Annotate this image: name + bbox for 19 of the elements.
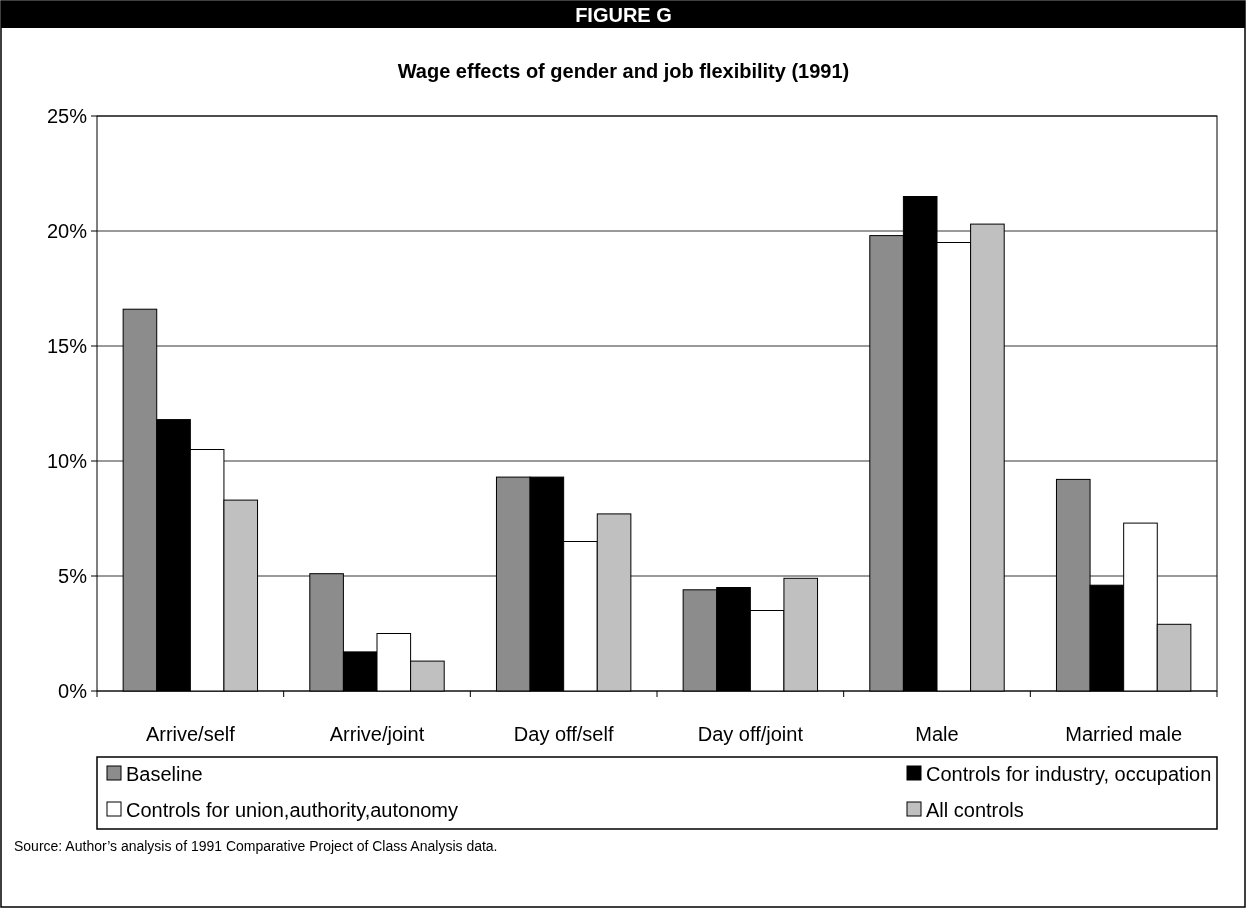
y-tick-label: 20%: [46, 220, 88, 242]
x-tick-label: Married male: [1065, 723, 1183, 745]
x-tick-label: Male: [915, 723, 959, 745]
legend-label: Baseline: [126, 763, 203, 785]
legend-label: All controls: [926, 799, 1024, 821]
chart-subtitle: Wage effects of gender and job flexibility (1991): [397, 60, 850, 82]
source-note: Source: Author’s analysis of 1991 Comparative Project of Class Analysis data.: [14, 838, 498, 854]
legend-label: Controls for industry, occupation: [926, 763, 1212, 785]
x-tick-label: Arrive/self: [145, 723, 236, 745]
chart-title: FIGURE G: [575, 4, 672, 26]
y-tick-label: 5%: [58, 565, 88, 587]
x-tick-label: Day off/joint: [697, 723, 804, 745]
legend-label: Controls for union,authority,autonomy: [126, 799, 459, 821]
x-tick-label: Arrive/joint: [329, 723, 425, 745]
x-tick-label: Day off/self: [513, 723, 614, 745]
y-tick-label: 25%: [46, 105, 88, 127]
y-tick-label: 0%: [58, 680, 88, 702]
y-tick-label: 10%: [46, 450, 88, 472]
y-tick-label: 15%: [46, 335, 88, 357]
